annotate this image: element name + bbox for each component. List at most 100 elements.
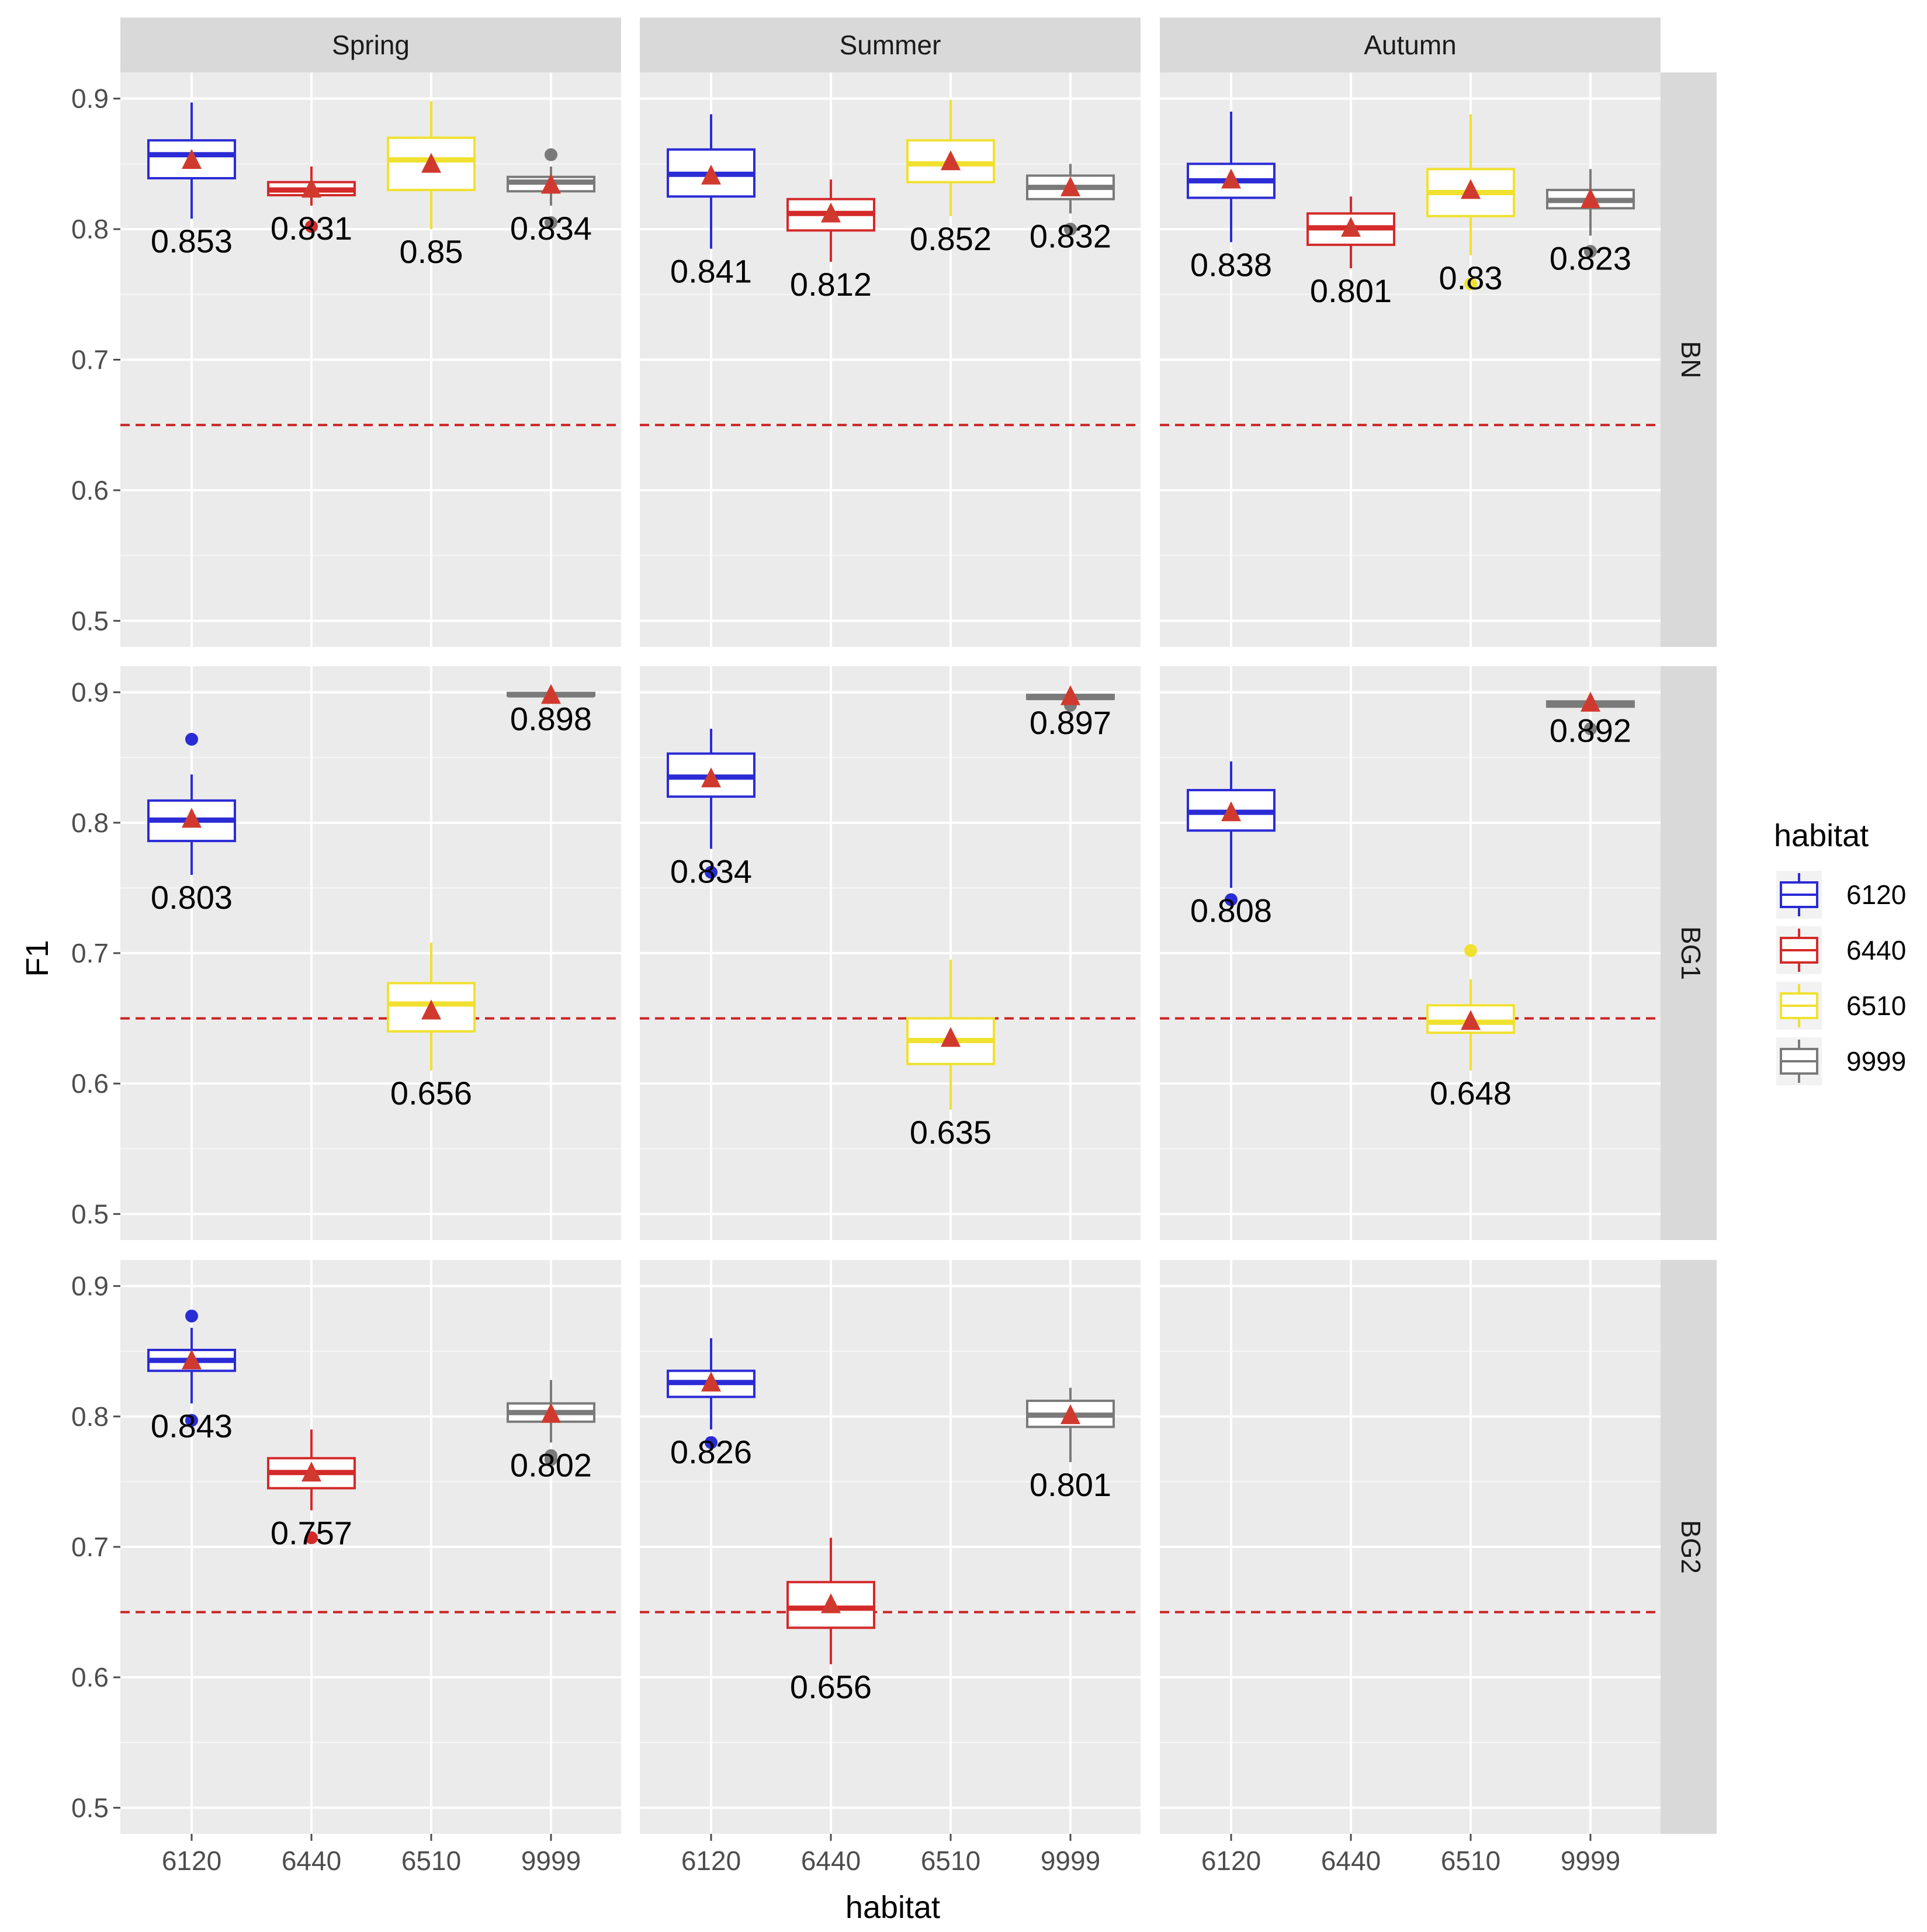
outlier-point	[1464, 277, 1477, 290]
mean-marker	[301, 1462, 321, 1482]
x-tick-label: 6510	[1441, 1846, 1500, 1876]
box-6120: 0.834	[667, 729, 755, 889]
outlier-point	[305, 1531, 318, 1545]
mean-value-label: 0.635	[910, 1114, 992, 1151]
mean-value-label: 0.853	[151, 223, 233, 259]
x-tick-label: 9999	[1041, 1846, 1100, 1876]
x-tick-label: 6440	[282, 1846, 341, 1876]
panel-BG1-Summer: 0.834 0.635 0.897	[667, 685, 1115, 1151]
outlier-point	[1584, 245, 1597, 258]
mean-marker	[701, 1372, 721, 1392]
box-6120: 0.843	[147, 1309, 236, 1445]
box-9999: 0.834	[507, 148, 595, 247]
mean-value-label: 0.823	[1550, 240, 1631, 276]
panel-BG2-Spring: 0.843 0.757 0.802	[147, 1309, 595, 1552]
legend: habitat 6120 6440 6510 9999	[1774, 818, 1906, 1085]
mean-marker	[1461, 179, 1481, 199]
mean-value-label: 0.838	[1190, 246, 1272, 283]
y-tick-label: 0.5	[71, 605, 109, 636]
mean-value-label: 0.803	[151, 879, 233, 916]
outlier-point	[1584, 722, 1597, 736]
mean-value-label: 0.801	[1030, 1466, 1111, 1503]
y-tick-label: 0.6	[71, 1068, 109, 1099]
mean-value-label: 0.831	[271, 210, 352, 247]
box-6440: 0.831	[267, 166, 356, 247]
legend-title: habitat	[1774, 818, 1869, 853]
mean-marker	[1060, 176, 1080, 196]
mean-marker	[541, 1403, 561, 1423]
column-strip	[640, 18, 1141, 72]
mean-marker	[941, 150, 961, 171]
panel-BN-Autumn: 0.838 0.801 0.83 0.823	[1187, 112, 1635, 309]
mean-marker	[182, 148, 202, 169]
box-6510: 0.852	[906, 99, 995, 257]
row-strip	[1661, 666, 1717, 1240]
row-strip	[1661, 1260, 1717, 1834]
mean-marker	[1461, 1010, 1481, 1030]
mean-value-label: 0.757	[271, 1515, 352, 1552]
legend-entry-label: 6120	[1846, 880, 1906, 910]
y-tick-label: 0.7	[71, 938, 109, 968]
box-6440: 0.801	[1306, 196, 1395, 309]
legend-entry-label: 9999	[1846, 1046, 1906, 1076]
mean-value-label: 0.802	[510, 1446, 592, 1483]
mean-value-label: 0.834	[510, 210, 592, 247]
y-axis-title: F1	[20, 940, 55, 977]
mean-marker	[1060, 1404, 1080, 1424]
y-tick-label: 0.7	[71, 1532, 109, 1562]
mean-value-label: 0.898	[510, 700, 592, 737]
mean-marker	[1221, 168, 1241, 189]
box-6510: 0.83	[1426, 114, 1515, 296]
y-tick-label: 0.9	[71, 1271, 109, 1301]
outlier-point	[545, 216, 557, 229]
mean-value-label: 0.812	[790, 266, 872, 303]
mean-value-label: 0.85	[400, 233, 463, 270]
outlier-point	[185, 1309, 198, 1322]
outlier-point	[1064, 223, 1077, 236]
box-6510: 0.648	[1426, 944, 1515, 1112]
x-tick-label: 9999	[1561, 1846, 1620, 1876]
column-strip	[1160, 18, 1661, 72]
outlier-point	[185, 1414, 198, 1427]
box-6440: 0.812	[786, 179, 875, 303]
x-tick-label: 6440	[1321, 1846, 1381, 1876]
y-tick-label: 0.5	[71, 1199, 109, 1229]
y-tick-label: 0.8	[71, 808, 109, 838]
box-6510: 0.85	[387, 101, 476, 270]
row-strip-label: BG1	[1676, 926, 1706, 980]
box-9999: 0.802	[507, 1380, 595, 1483]
box-9999: 0.801	[1026, 1387, 1115, 1503]
facet-strips: Spring Summer Autumn BN BG1 BG2	[120, 18, 1717, 1834]
legend-key-9999: 9999	[1776, 1037, 1906, 1085]
mean-marker	[821, 202, 841, 223]
row-strip-label: BG2	[1676, 1520, 1706, 1574]
mean-value-label: 0.843	[151, 1408, 233, 1445]
y-tick-label: 0.7	[71, 345, 109, 375]
column-strip-label: Spring	[332, 30, 410, 60]
mean-value-label: 0.83	[1439, 259, 1503, 296]
mean-marker	[701, 164, 721, 185]
outlier-point	[545, 1453, 557, 1466]
outlier-point	[185, 732, 198, 746]
outlier-point	[1464, 944, 1477, 957]
box-9999: 0.898	[507, 684, 595, 737]
outlier-point	[545, 148, 557, 161]
y-tick-label: 0.5	[71, 1792, 109, 1823]
mean-value-label: 0.808	[1190, 892, 1272, 929]
x-tick-label: 6120	[1201, 1846, 1261, 1876]
x-tick-label: 6120	[162, 1846, 221, 1876]
mean-marker	[541, 684, 561, 704]
box-6440: 0.757	[267, 1429, 356, 1552]
mean-value-label: 0.892	[1550, 712, 1631, 749]
outlier-point	[305, 220, 318, 233]
mean-value-label: 0.841	[670, 253, 752, 290]
x-axis-title: habitat	[845, 1890, 940, 1925]
panel-BG1-Spring: 0.803 0.656 0.898	[147, 684, 595, 1112]
mean-value-label: 0.897	[1030, 704, 1111, 741]
box-6120: 0.841	[667, 114, 755, 290]
box-6120: 0.803	[147, 732, 236, 916]
box-9999: 0.832	[1026, 164, 1115, 254]
column-strip-label: Autumn	[1364, 30, 1457, 60]
mean-marker	[1581, 188, 1600, 209]
